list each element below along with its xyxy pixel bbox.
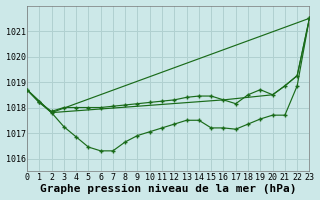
X-axis label: Graphe pression niveau de la mer (hPa): Graphe pression niveau de la mer (hPa) xyxy=(40,184,296,194)
